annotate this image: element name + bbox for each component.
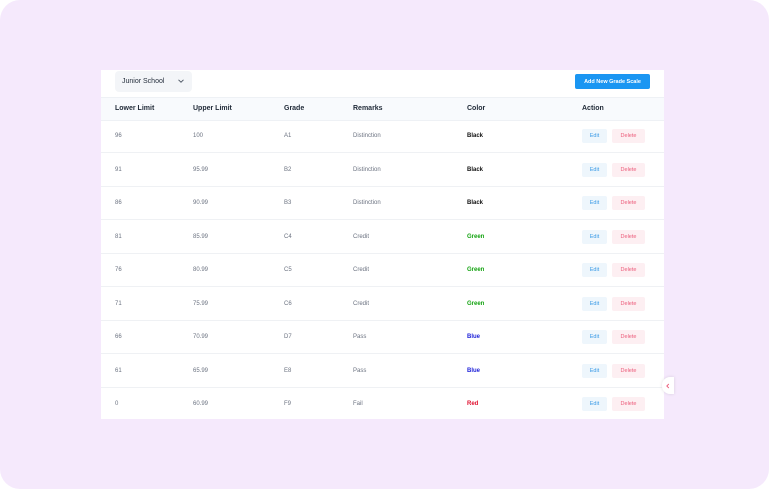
cell-grade: C5 — [284, 267, 292, 273]
cell-grade: A1 — [284, 133, 292, 139]
grade-scale-card: Junior School Add New Grade Scale Lower … — [101, 70, 664, 419]
delete-button[interactable]: Delete — [612, 397, 645, 411]
cell-lower-limit: 66 — [115, 334, 122, 340]
edit-button[interactable]: Edit — [582, 296, 607, 311]
table-row: 61 65.99 E8 Pass Blue Edit Delete — [101, 355, 664, 388]
cell-remarks: Pass — [353, 334, 367, 340]
cell-remarks: Credit — [353, 267, 370, 273]
header-lower-limit: Lower Limit — [115, 105, 155, 112]
cell-upper-limit: 75.99 — [193, 300, 209, 307]
cell-upper-limit: 80.99 — [193, 267, 209, 273]
cell-lower-limit: 71 — [115, 300, 122, 307]
table-row: 76 80.99 C5 Credit Green Edit Delete — [101, 254, 664, 287]
cell-upper-limit: 70.99 — [193, 334, 209, 340]
school-select[interactable]: Junior School — [115, 71, 192, 92]
cell-color: Black — [467, 200, 484, 206]
cell-color: Blue — [467, 334, 481, 340]
delete-button[interactable]: Delete — [612, 229, 645, 244]
cell-remarks: Distinction — [353, 133, 381, 139]
table-row: 66 70.99 D7 Pass Blue Edit Delete — [101, 321, 664, 354]
cell-grade: F9 — [284, 401, 292, 407]
edit-button[interactable]: Edit — [582, 129, 607, 143]
edit-button[interactable]: Edit — [582, 330, 607, 344]
edit-button[interactable]: Edit — [582, 196, 607, 210]
delete-button[interactable]: Delete — [612, 162, 645, 177]
cell-lower-limit: 0 — [115, 401, 119, 407]
cell-remarks: Credit — [353, 300, 370, 307]
cell-color: Red — [467, 401, 479, 407]
cell-upper-limit: 100 — [193, 133, 204, 139]
header-grade: Grade — [284, 105, 305, 112]
cell-grade: B3 — [284, 200, 292, 206]
delete-button[interactable]: Delete — [612, 196, 645, 210]
cell-grade: C6 — [284, 300, 292, 307]
cell-color: Green — [467, 233, 485, 240]
header-action: Action — [582, 105, 604, 112]
table-row: 91 95.99 B2 Distinction Black Edit Delete — [101, 154, 664, 187]
cell-grade: B2 — [284, 166, 292, 173]
cell-grade: E8 — [284, 367, 292, 374]
header-upper-limit: Upper Limit — [193, 105, 232, 112]
table-row: 71 75.99 C6 Credit Green Edit Delete — [101, 288, 664, 321]
table-row: 96 100 A1 Distinction Black Edit Delete — [101, 120, 664, 153]
edit-button[interactable]: Edit — [582, 363, 607, 378]
cell-remarks: Credit — [353, 233, 370, 240]
toolbar: Junior School Add New Grade Scale — [101, 70, 664, 97]
sidebar-toggle[interactable] — [662, 377, 674, 394]
cell-color: Black — [467, 166, 484, 173]
cell-upper-limit: 95.99 — [193, 166, 209, 173]
header-remarks: Remarks — [353, 105, 383, 112]
delete-button[interactable]: Delete — [612, 363, 645, 378]
table-row: 86 90.99 B3 Distinction Black Edit Delete — [101, 187, 664, 220]
cell-remarks: Fail — [353, 401, 363, 407]
cell-lower-limit: 96 — [115, 133, 122, 139]
add-grade-scale-button[interactable]: Add New Grade Scale — [575, 74, 650, 89]
table-row: 81 85.99 C4 Credit Green Edit Delete — [101, 221, 664, 254]
cell-upper-limit: 85.99 — [193, 233, 209, 240]
cell-grade: C4 — [284, 233, 292, 240]
cell-lower-limit: 91 — [115, 166, 122, 173]
cell-color: Black — [467, 133, 484, 139]
school-select-value: Junior School — [122, 78, 165, 85]
table-row: 0 60.99 F9 Fail Red Edit Delete — [101, 388, 664, 419]
cell-color: Blue — [467, 367, 481, 374]
table-header: Lower Limit Upper Limit Grade Remarks Co… — [101, 97, 664, 121]
cell-grade: D7 — [284, 334, 292, 340]
cell-lower-limit: 86 — [115, 200, 122, 206]
delete-button[interactable]: Delete — [612, 296, 645, 311]
cell-lower-limit: 81 — [115, 233, 122, 240]
cell-color: Green — [467, 300, 485, 307]
edit-button[interactable]: Edit — [582, 263, 607, 277]
cell-upper-limit: 60.99 — [193, 401, 209, 407]
delete-button[interactable]: Delete — [612, 330, 645, 344]
delete-button[interactable]: Delete — [612, 263, 645, 277]
cell-remarks: Pass — [353, 367, 367, 374]
cell-lower-limit: 76 — [115, 267, 122, 273]
cell-remarks: Distinction — [353, 200, 381, 206]
edit-button[interactable]: Edit — [582, 162, 607, 177]
cell-color: Green — [467, 267, 485, 273]
chevron-down-icon — [178, 79, 184, 83]
cell-upper-limit: 90.99 — [193, 200, 209, 206]
cell-upper-limit: 65.99 — [193, 367, 209, 374]
edit-button[interactable]: Edit — [582, 229, 607, 244]
edit-button[interactable]: Edit — [582, 397, 607, 411]
delete-button[interactable]: Delete — [612, 129, 645, 143]
cell-remarks: Distinction — [353, 166, 381, 173]
cell-lower-limit: 61 — [115, 367, 122, 374]
header-color: Color — [467, 105, 486, 112]
chevron-left-icon — [666, 383, 670, 388]
